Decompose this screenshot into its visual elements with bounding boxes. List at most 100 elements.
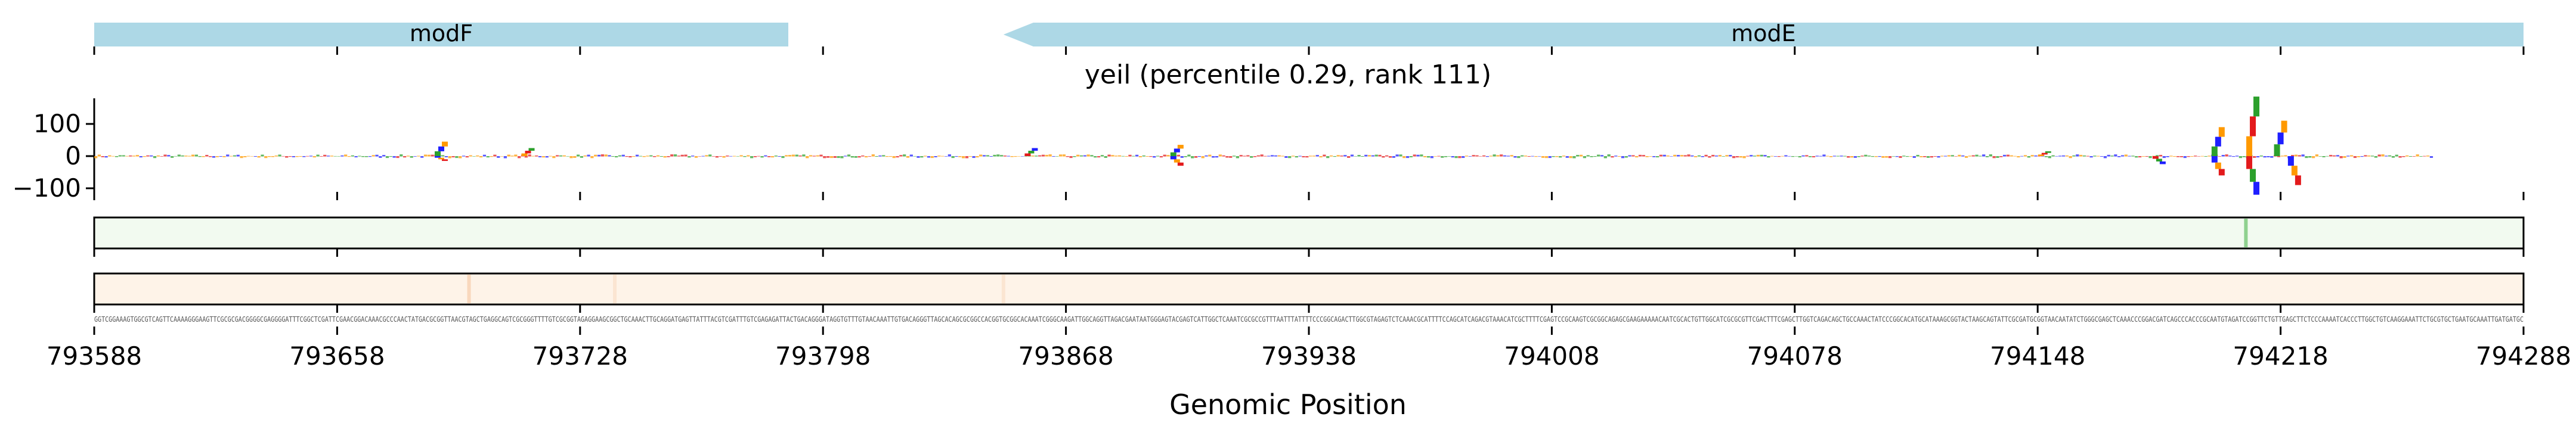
logo-noise-bar [1052,156,1055,157]
logo-noise-bar [1603,156,1607,158]
logo-noise-bar [188,156,191,157]
sequence-strip: GGTCGGAAAGTGGCGTCAGTTCAAAAGGGAAGTTCGCGCG… [94,315,2524,324]
logo-noise-bar [1225,156,1229,158]
logo-noise-bar [2426,156,2430,157]
logo-noise-bar [1184,156,1187,157]
logo-noise-bar [1708,156,1711,158]
logo-noise-bar [333,156,337,157]
logo-noise-bar [1433,156,1437,157]
logo-noise-bar [968,156,972,157]
logo-noise-bar [1801,155,1805,157]
logo-noise-bar [1107,154,1111,157]
logo-noise-bar [1097,156,1101,158]
logo-noise-bar [774,156,778,157]
logo-noise-bar [2183,156,2187,158]
logo-noise-bar [2148,156,2152,158]
logo-noise-bar [1964,156,1968,158]
logo-noise-bar [594,154,597,157]
logo-noise-bar [2294,154,2298,157]
logo-noise-bar [979,154,983,157]
logo-noise-bar [663,156,667,158]
logo-noise-bar [1493,154,1496,157]
logo-noise-bar [1212,156,1215,158]
logo-noise-bar [1906,156,1909,157]
logo-noise-bar [708,154,712,157]
logo-noise-bar [306,156,309,157]
logo-noise-bar [2253,156,2256,158]
logo-noise-bar [202,156,205,157]
logo-noise-bar [1302,156,1305,158]
logo-noise-bar [941,156,945,157]
logo-noise-bar [573,156,577,158]
logo-noise-bar [1399,154,1402,157]
logo-noise-bar [1187,154,1191,157]
logo-noise-bar [1826,156,1829,157]
logo-peak-bar [1032,148,1038,151]
logo-noise-bar [1284,156,1288,158]
logo-noise-bar [2061,155,2066,157]
logo-noise-bar [1919,156,1923,157]
logo-noise-bar [1024,156,1027,157]
green-track-mark-0 [2244,219,2248,247]
logo-noise-bar [982,155,986,157]
logo-noise-bar [2124,154,2128,157]
logo-noise-bar [2329,154,2333,157]
logo-noise-bar [222,156,226,157]
logo-noise-bar [1544,156,1548,158]
logo-noise-bar [268,156,271,157]
logo-noise-bar [2332,155,2336,157]
logo-noise-bar [1104,156,1107,158]
x-tick-label-9: 794218 [2233,341,2328,371]
logo-noise-bar [972,156,976,158]
logo-noise-bar [271,156,275,157]
logo-noise-bar [493,154,497,157]
y-tick-label-1: 0 [65,141,81,170]
logo-noise-bar [2159,154,2163,157]
logo-noise-bar [753,156,757,157]
logo-noise-bar [347,156,351,157]
logo-noise-bar [1687,154,1690,157]
logo-noise-bar [2010,155,2013,157]
logo-noise-bar [423,154,428,157]
logo-noise-bar [722,156,726,158]
logo-noise-bar [705,155,708,157]
logo-noise-bar [1843,156,1847,157]
logo-noise-bar [656,155,660,157]
logo-noise-bar [2412,156,2416,157]
logo-noise-bar [2156,155,2159,157]
logo-noise-bar [2318,156,2322,157]
logo-noise-bar [778,156,781,157]
logo-noise-bar [1468,156,1472,157]
logo-noise-bar [920,156,924,158]
logo-noise-bar [1069,156,1073,158]
logo-noise-bar [1462,156,1465,158]
logo-noise-bar [448,156,451,158]
logo-noise-bar [1836,156,1840,157]
logo-noise-bar [1374,154,1378,157]
logo-noise-bar [2405,155,2409,157]
logo-noise-bar [1239,155,1243,157]
logo-noise-bar [600,154,604,157]
logo-noise-bar [750,156,754,158]
logo-noise-bar [1277,155,1281,157]
logo-noise-bar [1454,156,1458,158]
logo-noise-bar [615,156,618,158]
logo-noise-bar [250,156,254,157]
logo-noise-bar [1760,154,1763,157]
logo-noise-bar [1923,156,1927,157]
logo-noise-bar [1447,156,1451,157]
logo-noise-bar [913,156,917,157]
logo-noise-bar [451,156,455,158]
logo-noise-bar [118,155,122,157]
logo-noise-bar [1159,156,1163,158]
logo-noise-bar [1611,156,1614,158]
logo-noise-bar [1958,154,1961,157]
logo-noise-bar [806,156,809,158]
logo-noise-bar [1295,156,1298,158]
logo-peak-bar [2291,166,2298,176]
logo-noise-bar [556,155,559,157]
gene-modF [94,23,788,46]
logo-noise-bar [1850,156,1854,158]
logo-noise-bar [1937,156,1940,158]
logo-noise-bar [829,156,834,158]
